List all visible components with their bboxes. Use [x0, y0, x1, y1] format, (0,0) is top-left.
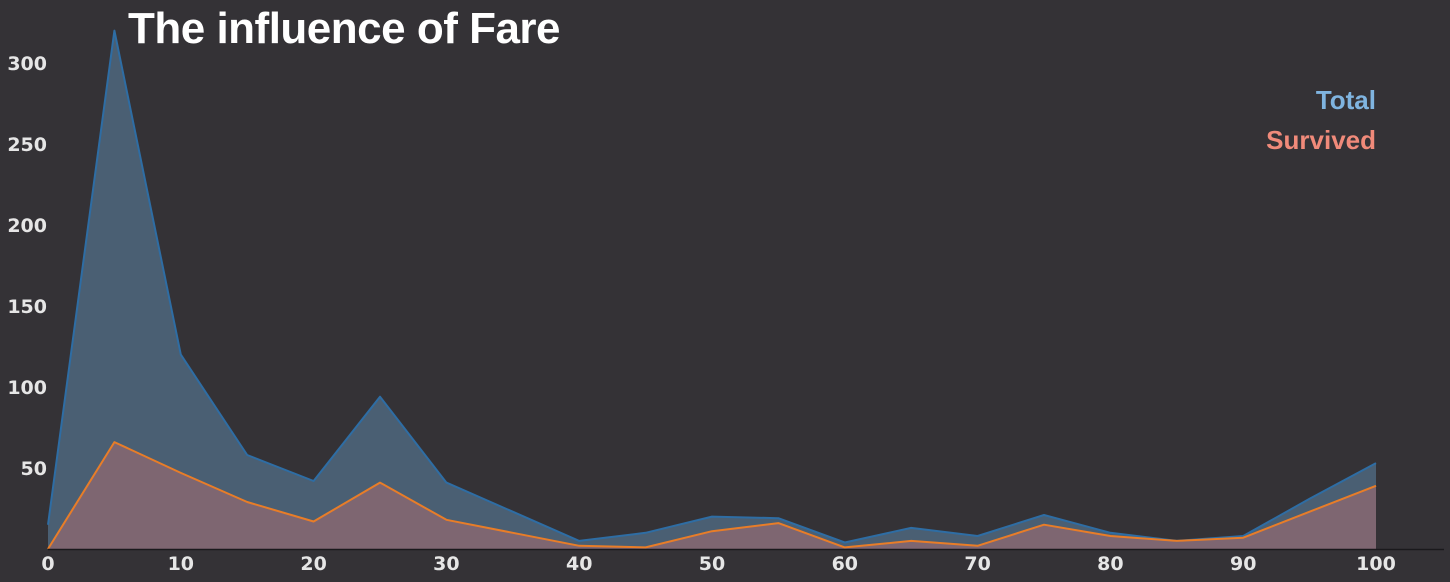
x-tick-label: 0: [41, 553, 54, 575]
line-layer: [47, 29, 1377, 550]
x-axis-ticks: 0 10 20 30 40 50 60 70 80 90 100: [41, 553, 1395, 575]
area-survived: [48, 442, 1376, 549]
y-axis-ticks: 50 100 150 200 250 300: [7, 53, 47, 480]
area-layer: [48, 30, 1376, 550]
series-line-total: [47, 29, 1377, 544]
legend-item-total: Total: [1315, 85, 1376, 115]
x-tick-label: 40: [566, 553, 592, 575]
y-tick-label: 200: [7, 215, 47, 237]
x-tick-label: 20: [300, 553, 326, 575]
y-tick-label: 250: [7, 134, 47, 156]
y-tick-label: 300: [7, 53, 47, 75]
legend: Total Survived: [1266, 80, 1376, 160]
x-tick-label: 50: [699, 553, 725, 575]
legend-item-survived: Survived: [1266, 125, 1376, 155]
area-total: [48, 30, 1376, 550]
x-tick-label: 90: [1230, 553, 1256, 575]
x-tick-label: 60: [832, 553, 858, 575]
y-tick-label: 100: [7, 377, 47, 399]
y-tick-label: 50: [21, 458, 47, 480]
x-tick-label: 70: [964, 553, 990, 575]
y-tick-label: 150: [7, 296, 47, 318]
x-tick-label: 100: [1356, 553, 1396, 575]
x-tick-label: 80: [1097, 553, 1123, 575]
x-tick-label: 30: [433, 553, 459, 575]
x-tick-label: 10: [168, 553, 194, 575]
chart-title: The influence of Fare: [128, 4, 561, 53]
series-line-survived: [47, 441, 1377, 550]
